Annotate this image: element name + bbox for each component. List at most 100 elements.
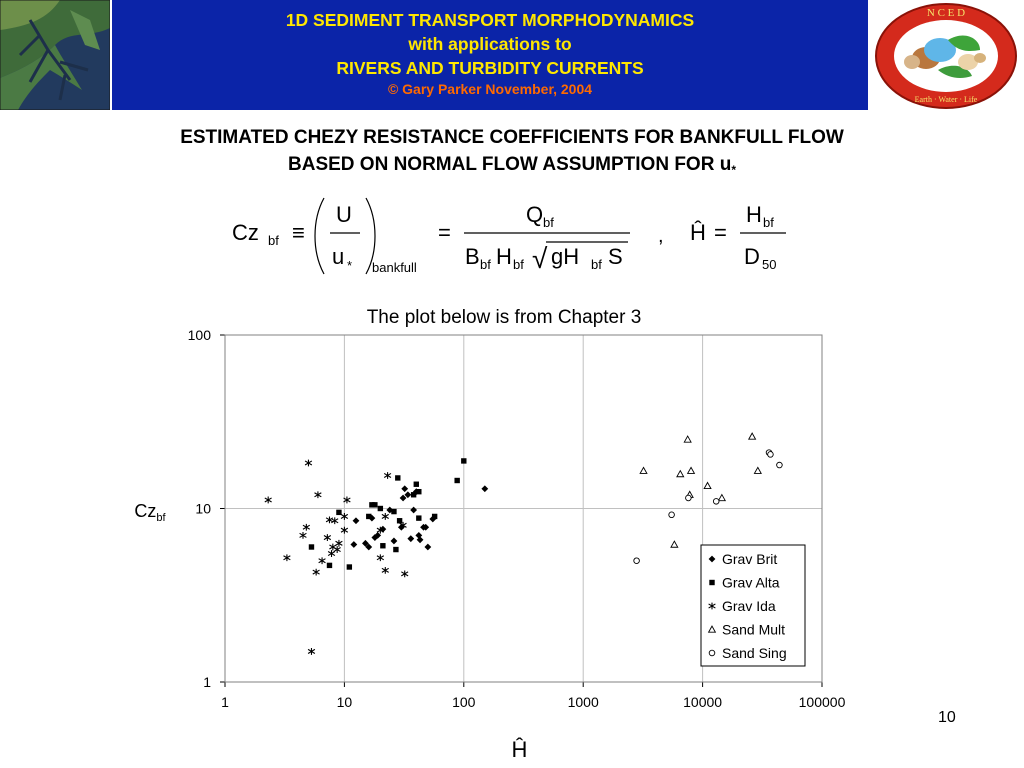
point-grav-brit (404, 491, 412, 499)
banner-title-line-2: with applications to (408, 34, 572, 54)
point-grav-ida (335, 539, 343, 547)
header: 1D SEDIMENT TRANSPORT MORPHODYNAMICS wit… (0, 0, 1024, 112)
heading-line-2: BASED ON NORMAL FLOW ASSUMPTION FOR u* (0, 151, 1024, 184)
plot-border (224, 334, 823, 683)
point-grav-ida (264, 496, 272, 504)
point-grav-brit (368, 514, 376, 522)
eq-Q: Q (526, 202, 543, 227)
nced-logo: N C E D Earth · Water · Life (868, 0, 1024, 112)
point-sand-mult (703, 481, 712, 490)
point-sand-mult (676, 469, 685, 478)
y-axis-label-sub: bf (156, 512, 166, 524)
point-sand-sing (685, 494, 692, 502)
legend-label-grav-ida: Grav Ida (722, 598, 776, 614)
point-grav-alta (454, 477, 460, 484)
point-grav-ida (318, 557, 326, 565)
x-tick-label: 1000 (568, 694, 599, 710)
point-grav-alta (396, 518, 403, 524)
legend-marker-sand-sing (708, 649, 716, 657)
point-grav-ida (376, 526, 385, 534)
eq-sqrt: √ (532, 243, 548, 274)
legend-label-sand-sing: Sand Sing (722, 645, 787, 661)
legend-marker-sand-mult (707, 625, 717, 633)
point-grav-brit (399, 494, 407, 502)
eq-equals-2: = (714, 220, 727, 245)
point-grav-brit (407, 535, 415, 543)
point-grav-ida (304, 459, 313, 467)
legend-box (700, 544, 806, 667)
point-sand-mult (686, 466, 696, 474)
x-tick-label: 10000 (683, 694, 722, 710)
eq-bankfull: bankfull (372, 260, 417, 275)
point-grav-alta (461, 458, 467, 464)
eq-equals: = (438, 220, 451, 245)
chezy-equation: Cz bf ≡ U u * bankfull = Q bf B bf H bf … (232, 197, 786, 275)
point-grav-brit (362, 539, 369, 547)
point-grav-brit (410, 506, 418, 514)
point-grav-alta (346, 564, 353, 570)
x-tick-label: 100 (452, 694, 476, 710)
point-sand-mult (717, 493, 727, 502)
point-grav-alta (410, 492, 417, 498)
y-tick-label: 100 (188, 327, 212, 343)
point-grav-alta (395, 475, 401, 481)
legend-label-sand-mult: Sand Mult (722, 622, 785, 638)
point-grav-brit (371, 534, 379, 541)
point-grav-alta (416, 515, 422, 521)
point-sand-mult (670, 540, 679, 548)
point-grav-alta (369, 502, 375, 508)
x-tick-label: 100000 (799, 694, 846, 710)
point-grav-brit (481, 485, 489, 493)
point-grav-ida (312, 568, 320, 576)
logo-ring-text-bottom: Earth · Water · Life (915, 95, 978, 104)
y-axis-label-main: Cz (134, 501, 156, 521)
eq-u-sub: * (347, 258, 352, 273)
chart-note: The plot below is from Chapter 3 (366, 307, 642, 328)
point-sand-mult (683, 435, 692, 443)
heading-line-2-text: BASED ON NORMAL FLOW ASSUMPTION FOR u (288, 154, 732, 175)
legend-marker-grav-brit (708, 555, 716, 563)
point-grav-ida (299, 531, 307, 539)
point-grav-ida (376, 554, 385, 562)
page-number: 10 (938, 709, 956, 726)
eq-cz-sub: bf (268, 233, 279, 248)
point-grav-ida (333, 546, 341, 553)
chezy-scatter-chart: 1 10 100 1000 10000 100000 1 10 100 Czbf Ĥ Grav Bri… (134, 327, 846, 762)
point-grav-ida (340, 526, 349, 534)
x-tick-label: 10 (337, 694, 353, 710)
point-grav-ida (343, 496, 351, 504)
point-sand-sing (712, 498, 720, 505)
point-sand-mult (747, 432, 757, 440)
eq-B-sub: bf (480, 257, 491, 272)
legend-label-grav-brit: Grav Brit (722, 551, 777, 567)
point-grav-brit (374, 531, 382, 539)
point-grav-brit (401, 485, 409, 493)
point-grav-brit (397, 523, 405, 531)
eq-equiv: ≡ (292, 220, 305, 245)
eq-D: D (744, 244, 760, 269)
eq-H-sub: bf (513, 257, 524, 272)
eq-Hhat: Ĥ (690, 220, 706, 245)
point-grav-ida (314, 491, 322, 499)
point-grav-alta (377, 505, 384, 512)
legend-marker-grav-ida (708, 602, 716, 610)
point-grav-ida (399, 521, 407, 529)
point-grav-alta (413, 481, 419, 487)
point-grav-alta (380, 543, 386, 549)
eq-U: U (336, 202, 352, 227)
y-axis-label: Czbf (134, 501, 166, 524)
banner-title-line-3: RIVERS AND TURBIDITY CURRENTS (336, 58, 644, 78)
point-grav-ida (331, 517, 339, 525)
eq-u: u (332, 244, 344, 269)
eq-gH-sub: bf (591, 257, 602, 272)
point-grav-brit (365, 543, 373, 551)
eq-Hn: H (746, 202, 762, 227)
point-grav-alta (391, 508, 397, 515)
eq-gH: gH (551, 244, 579, 269)
point-grav-ida (302, 523, 311, 531)
banner-copyright: © Gary Parker November, 2004 (387, 81, 593, 97)
point-grav-brit (416, 536, 424, 544)
title-banner: 1D SEDIMENT TRANSPORT MORPHODYNAMICS wit… (112, 0, 868, 110)
point-grav-brit (350, 541, 358, 548)
point-sand-sing (633, 557, 640, 564)
